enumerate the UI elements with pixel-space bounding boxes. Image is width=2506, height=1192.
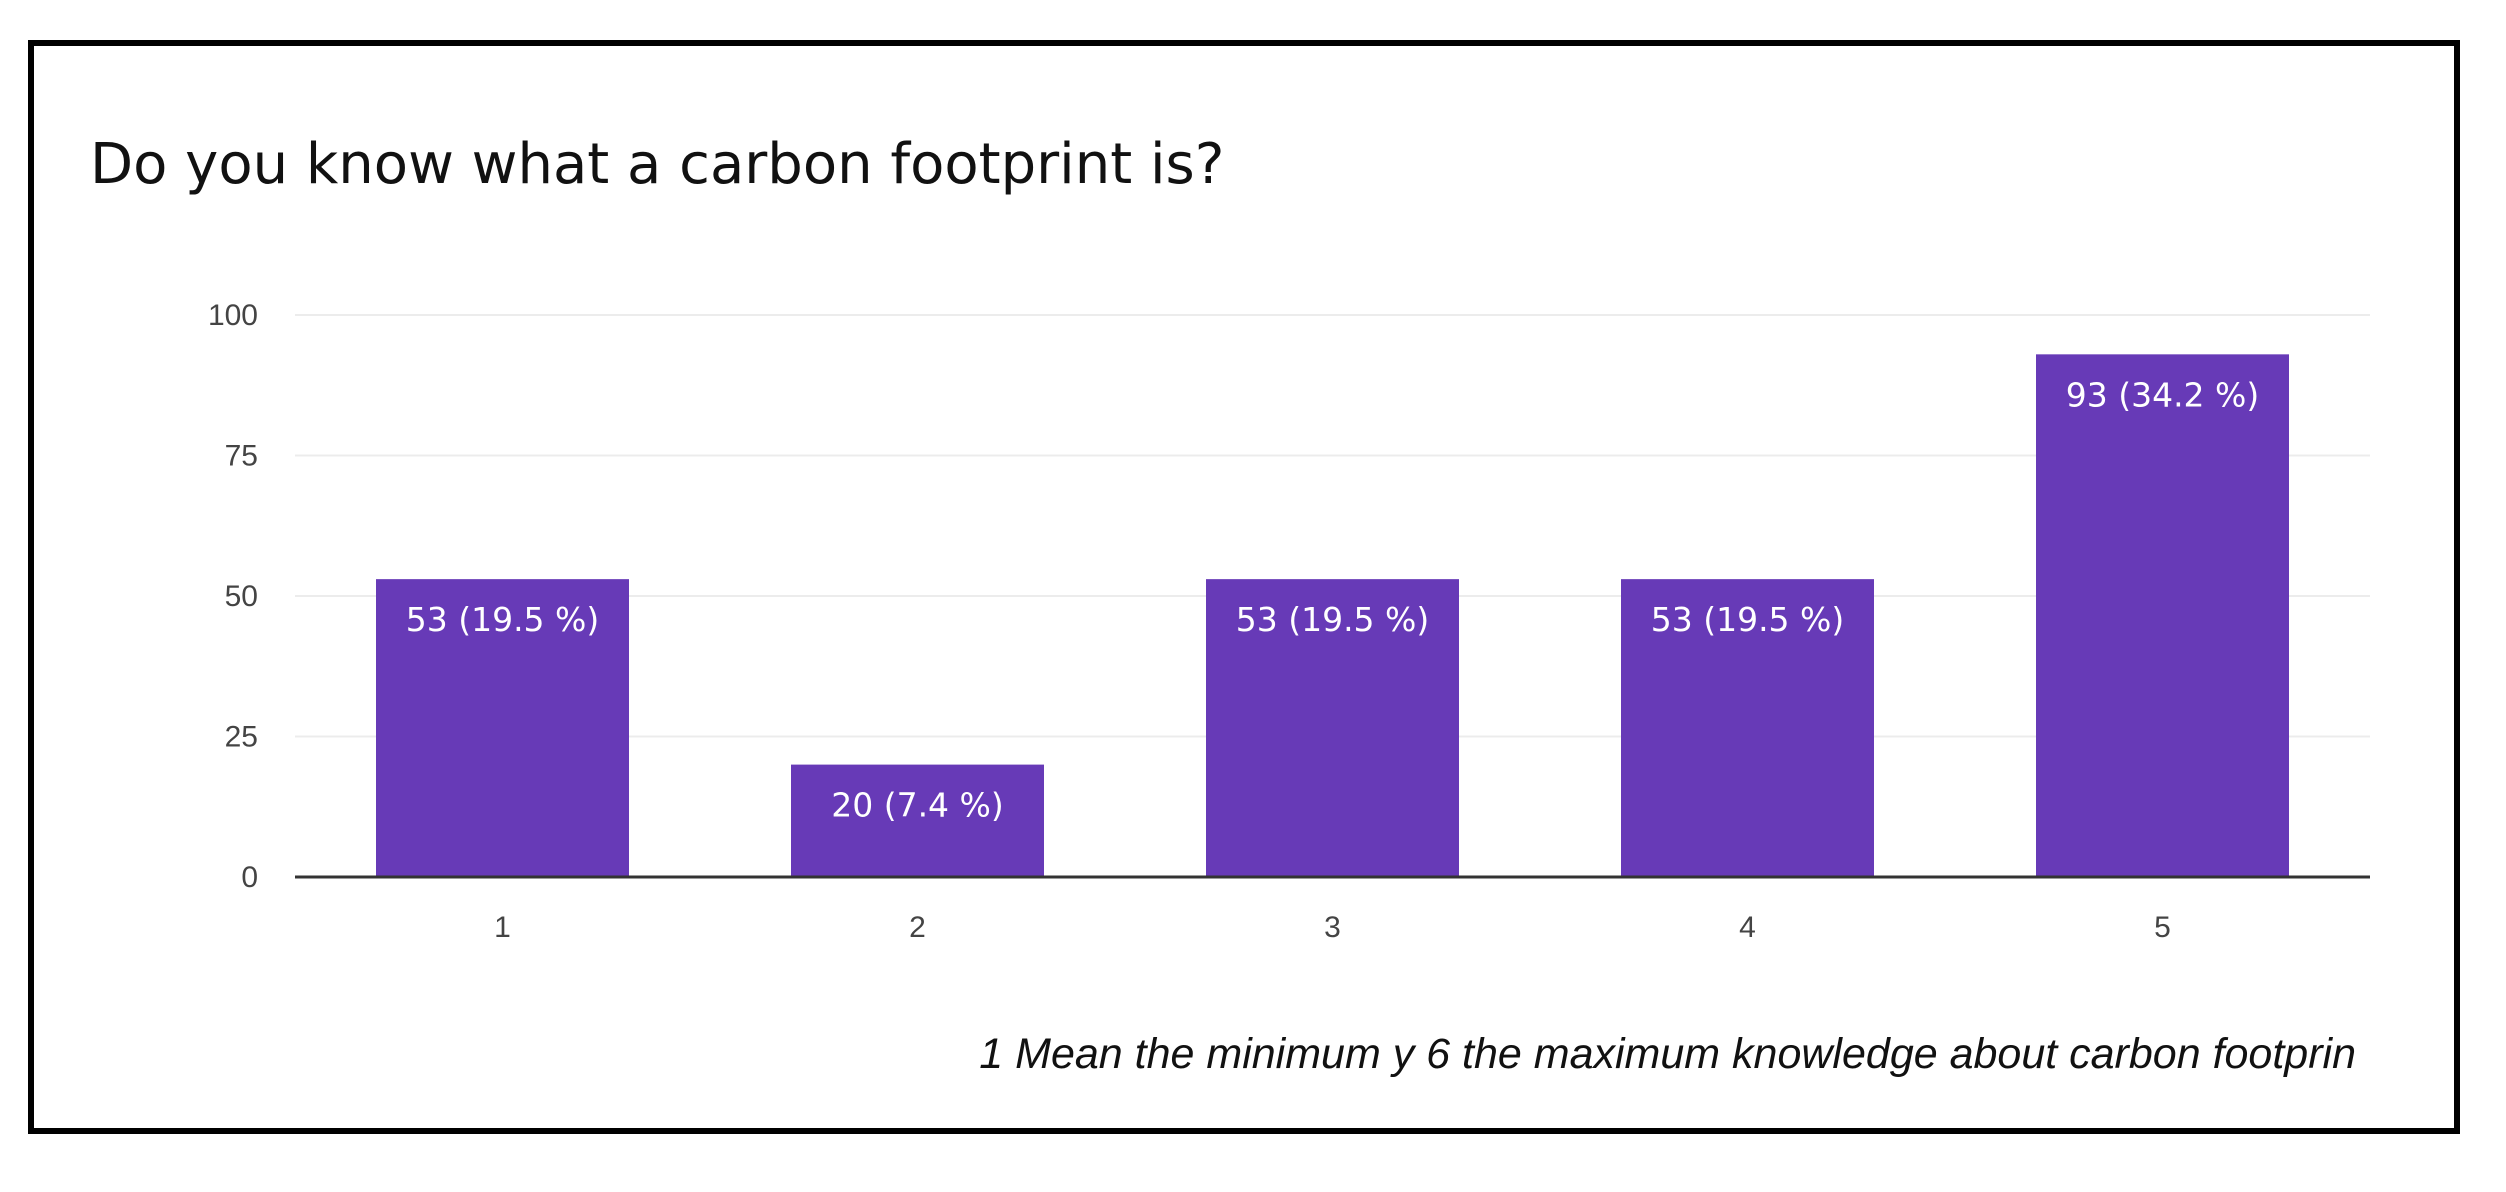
data-label: 53 (19.5 %)	[1236, 600, 1430, 639]
data-label: 53 (19.5 %)	[406, 600, 600, 639]
data-label: 93 (34.2 %)	[2066, 375, 2260, 414]
y-tick-label: 100	[208, 299, 258, 332]
data-label: 53 (19.5 %)	[1651, 600, 1845, 639]
x-tick-label: 3	[1324, 911, 1341, 944]
bar	[1206, 579, 1459, 877]
bar	[2036, 354, 2289, 878]
chart-footnote: 1 Mean the minimum y 6 the maximum knowl…	[979, 1030, 2356, 1078]
data-label: 20 (7.4 %)	[831, 786, 1004, 825]
y-tick-label: 75	[225, 440, 258, 473]
bar	[376, 579, 629, 877]
x-tick-label: 4	[1739, 911, 1756, 944]
y-tick-label: 25	[225, 721, 258, 754]
bar	[791, 764, 1044, 877]
y-tick-label: 0	[241, 861, 258, 894]
bar	[1621, 579, 1874, 877]
x-tick-label: 1	[494, 911, 511, 944]
x-tick-label: 2	[909, 911, 926, 944]
y-tick-label: 50	[225, 580, 258, 613]
x-tick-label: 5	[2154, 911, 2171, 944]
chart-title: Do you know what a carbon footprint is?	[90, 132, 1225, 197]
